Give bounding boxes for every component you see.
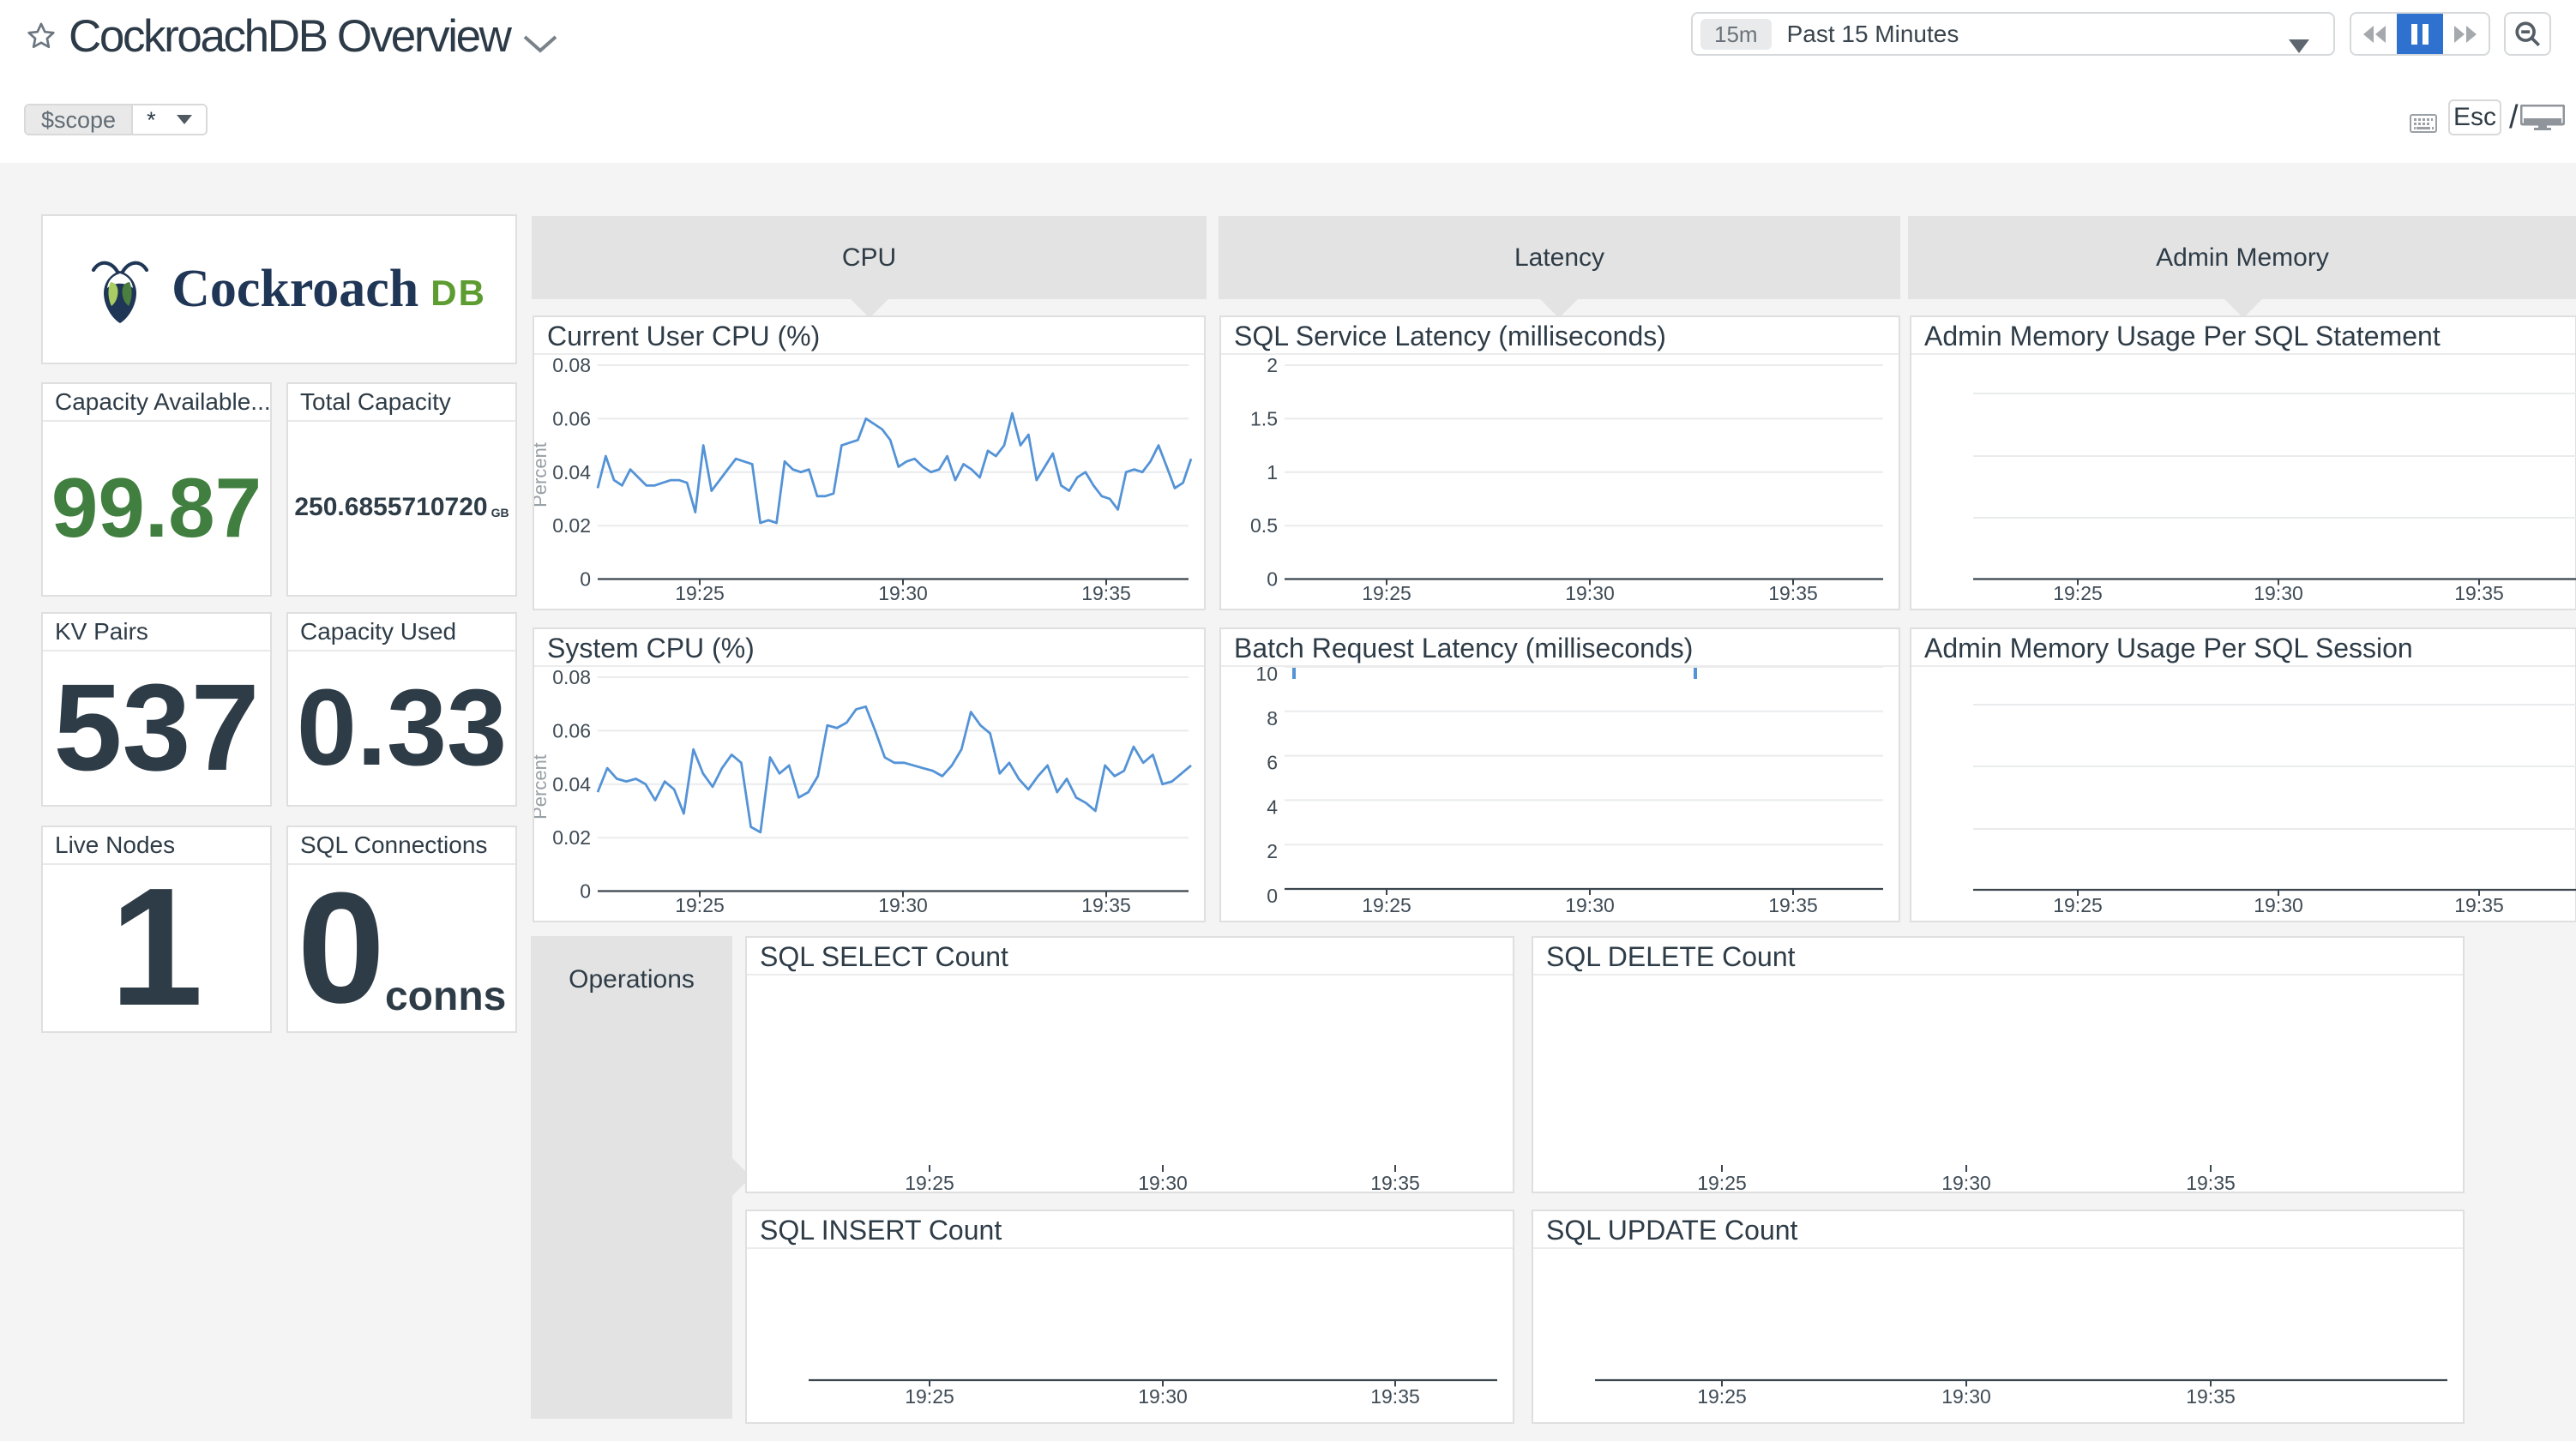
svg-text:19:30: 19:30	[1138, 1385, 1188, 1408]
svg-text:0.04: 0.04	[552, 461, 591, 483]
svg-text:19:35: 19:35	[1370, 1385, 1420, 1408]
svg-text:19:35: 19:35	[1081, 582, 1131, 604]
svg-text:19:25: 19:25	[2053, 582, 2103, 604]
svg-text:0: 0	[580, 880, 591, 903]
svg-text:19:35: 19:35	[1081, 894, 1131, 916]
svg-text:19:30: 19:30	[1565, 894, 1615, 916]
svg-text:19:25: 19:25	[1362, 582, 1411, 604]
svg-text:0.08: 0.08	[552, 354, 591, 376]
svg-text:19:25: 19:25	[905, 1172, 954, 1194]
svg-text:19:35: 19:35	[1768, 894, 1818, 916]
svg-text:19:30: 19:30	[1565, 582, 1615, 604]
svg-text:19:25: 19:25	[1362, 894, 1411, 916]
svg-text:19:30: 19:30	[878, 894, 928, 916]
svg-text:19:30: 19:30	[878, 582, 928, 604]
svg-text:4: 4	[1267, 796, 1278, 818]
svg-text:19:25: 19:25	[2053, 894, 2103, 916]
svg-text:0: 0	[1267, 885, 1278, 907]
svg-text:19:35: 19:35	[1768, 582, 1818, 604]
svg-text:0.5: 0.5	[1250, 514, 1278, 537]
svg-text:19:35: 19:35	[1370, 1172, 1420, 1194]
svg-text:0: 0	[580, 568, 591, 591]
svg-text:0.04: 0.04	[552, 773, 591, 796]
svg-text:0.02: 0.02	[552, 514, 591, 537]
svg-text:19:35: 19:35	[2186, 1172, 2236, 1194]
svg-text:6: 6	[1267, 752, 1278, 774]
svg-text:19:30: 19:30	[1941, 1172, 1991, 1194]
svg-text:19:35: 19:35	[2186, 1385, 2236, 1408]
svg-text:19:30: 19:30	[1138, 1172, 1188, 1194]
svg-text:Percent: Percent	[534, 442, 551, 507]
svg-text:1.5: 1.5	[1250, 407, 1278, 429]
svg-text:0.06: 0.06	[552, 719, 591, 742]
svg-text:0: 0	[1267, 568, 1278, 591]
svg-text:19:30: 19:30	[1941, 1385, 1991, 1408]
svg-text:0.06: 0.06	[552, 407, 591, 429]
svg-text:19:25: 19:25	[905, 1385, 954, 1408]
svg-text:19:25: 19:25	[1697, 1172, 1747, 1194]
svg-text:8: 8	[1267, 707, 1278, 730]
svg-text:19:25: 19:25	[675, 582, 725, 604]
svg-text:2: 2	[1267, 354, 1278, 376]
svg-text:2: 2	[1267, 840, 1278, 862]
svg-text:19:30: 19:30	[2254, 894, 2303, 916]
svg-text:19:25: 19:25	[1697, 1385, 1747, 1408]
svg-text:19:25: 19:25	[675, 894, 725, 916]
svg-text:19:35: 19:35	[2454, 582, 2504, 604]
svg-text:Percent: Percent	[534, 754, 551, 820]
svg-text:19:30: 19:30	[2254, 582, 2303, 604]
svg-text:0.02: 0.02	[552, 826, 591, 849]
svg-text:0.08: 0.08	[552, 666, 591, 688]
svg-text:1: 1	[1267, 461, 1278, 483]
svg-text:19:35: 19:35	[2454, 894, 2504, 916]
